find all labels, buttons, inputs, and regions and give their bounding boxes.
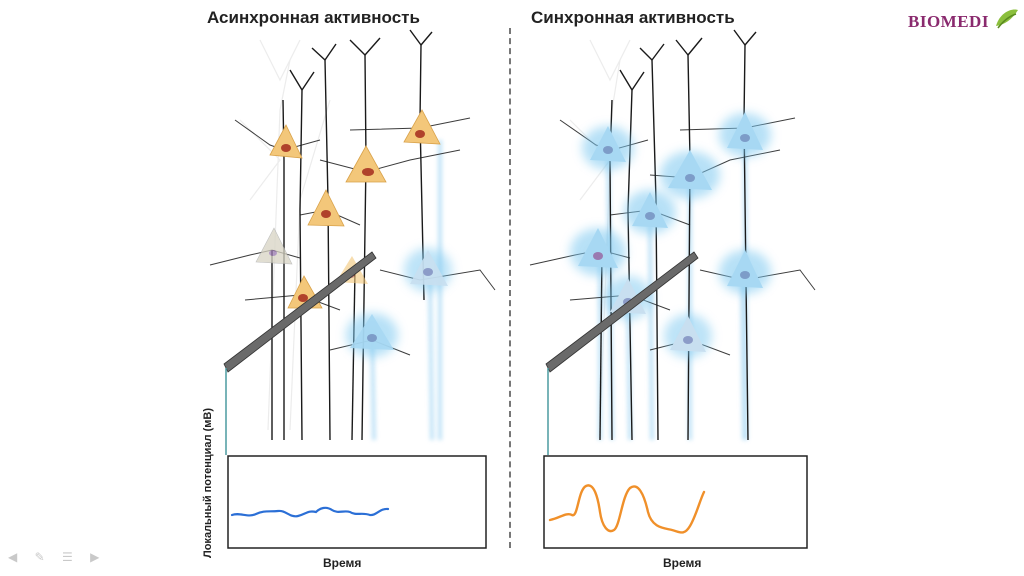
async-panel-title: Асинхронная активность: [207, 8, 420, 27]
async-cell-grey: [255, 227, 293, 265]
slide-nav: ◀ ✎ ☰ ▶: [8, 550, 113, 564]
y-axis-label: Локальный потенциал (мВ): [202, 408, 214, 558]
async-neuron-field: [209, 29, 496, 455]
panel-divider: [509, 28, 511, 548]
pen-icon[interactable]: ✎: [34, 550, 45, 564]
arrow-left-icon[interactable]: ◀: [8, 550, 18, 564]
sync-blue-cells: [570, 112, 771, 358]
async-trace-box: [227, 455, 487, 549]
sync-electrode: [545, 251, 699, 455]
arrow-right-icon[interactable]: ▶: [90, 550, 100, 564]
async-cell-3: [403, 109, 441, 145]
async-electrode: [223, 251, 377, 455]
leaf-logo-icon: [996, 9, 1018, 29]
sync-panel-title: Синхронная активность: [531, 8, 735, 27]
async-cell-1: [269, 124, 303, 159]
sync-trace-box: [543, 455, 808, 549]
async-cell-4: [307, 189, 345, 227]
sync-trace: [548, 484, 706, 534]
biomedi-logo: BIOMEDI: [908, 12, 989, 31]
async-orange-cells: [255, 109, 441, 309]
sync-neuron-field: [529, 29, 816, 455]
menu-icon[interactable]: ☰: [61, 550, 73, 564]
async-cell-2: [345, 145, 387, 183]
async-x-axis-label: Время: [323, 556, 362, 570]
sync-x-axis-label: Время: [663, 556, 702, 570]
async-blue-cells: [346, 248, 452, 357]
async-trace: [230, 506, 390, 518]
